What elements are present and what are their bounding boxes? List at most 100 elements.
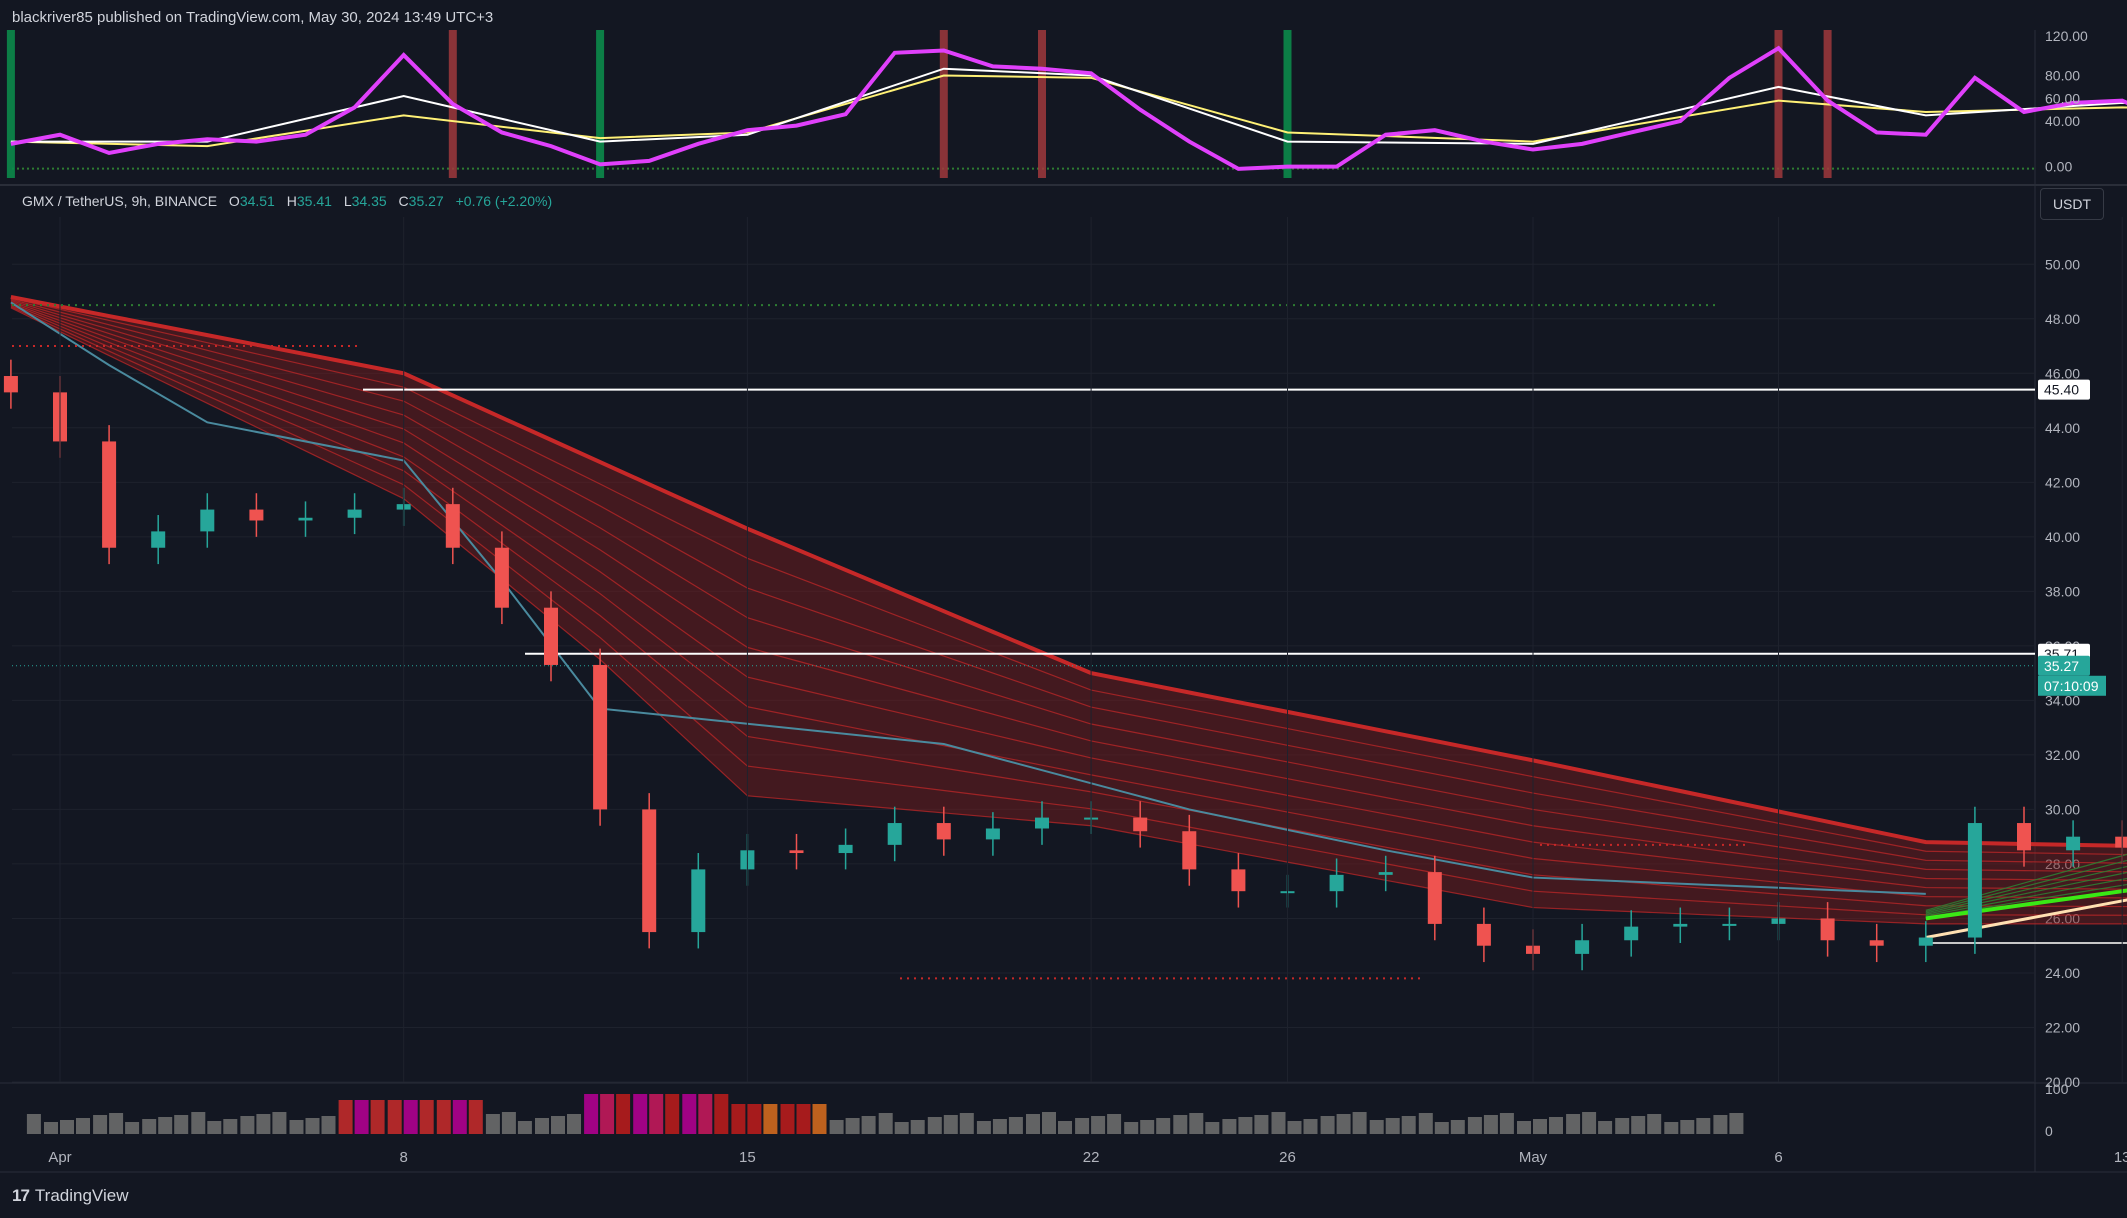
- volume-bar: [1664, 1122, 1679, 1134]
- candle: [494, 547, 509, 608]
- volume-bar: [1173, 1115, 1188, 1134]
- volume-bar: [76, 1118, 90, 1134]
- green-ribbon-strand: [1925, 871, 2127, 915]
- candle: [1722, 923, 1737, 926]
- price-tick-label: 34.00: [2045, 692, 2080, 708]
- volume-bar: [452, 1100, 467, 1134]
- volume-bar: [1222, 1119, 1237, 1134]
- volume-bar: [517, 1121, 532, 1134]
- volume-bar: [207, 1121, 222, 1134]
- volume-bar: [1566, 1114, 1581, 1134]
- volume-bar: [959, 1113, 974, 1134]
- volume-bar: [44, 1122, 58, 1134]
- volume-bar: [845, 1118, 860, 1134]
- high-value: 35.41: [296, 193, 332, 209]
- green-ribbon-strand: [1925, 853, 2127, 911]
- volume-bar: [763, 1104, 778, 1134]
- currency-button[interactable]: USDT: [2040, 188, 2104, 220]
- price-tick-label: 22.00: [2045, 1019, 2080, 1035]
- volume-bar: [1156, 1118, 1171, 1134]
- volume-bar: [485, 1114, 500, 1134]
- price-tick-label: 46.00: [2045, 365, 2080, 381]
- volume-bar: [158, 1117, 173, 1134]
- candle: [1133, 817, 1148, 832]
- volume-bar: [1729, 1113, 1744, 1134]
- volume-bar: [1352, 1112, 1367, 1134]
- volume-bar: [1254, 1115, 1269, 1134]
- footer-brand: 17 TradingView: [12, 1186, 128, 1206]
- red-ribbon-strand: [10, 303, 2127, 899]
- volume-bar: [861, 1116, 876, 1134]
- time-tick-label: May: [1519, 1149, 1548, 1166]
- red-ribbon-strand: [10, 295, 2127, 848]
- price-tick-label: 44.00: [2045, 420, 2080, 436]
- candle: [936, 823, 951, 840]
- countdown-label: 07:10:09: [2044, 678, 2099, 694]
- volume-bar: [223, 1119, 238, 1134]
- volume-bar: [93, 1115, 108, 1134]
- volume-bar: [1598, 1121, 1613, 1134]
- volume-bar: [812, 1104, 827, 1134]
- volume-bar: [191, 1112, 206, 1134]
- resistance-price-label: 45.40: [2044, 382, 2079, 398]
- price-tick-label: 38.00: [2045, 583, 2080, 599]
- open-label: O: [228, 193, 240, 209]
- red-ribbon-strand: [10, 304, 2127, 908]
- change-value: +0.76 (+2.20%): [455, 193, 553, 209]
- volume-bar: [1189, 1113, 1204, 1134]
- volume-bar: [551, 1116, 565, 1134]
- oscillator-tick-label: 40.00: [2045, 113, 2080, 129]
- red-ribbon-strand: [10, 307, 2127, 925]
- volume-bar: [649, 1094, 664, 1134]
- candle: [985, 828, 1000, 840]
- oscillator-red-marker: [939, 30, 948, 178]
- volume-bar: [600, 1094, 615, 1134]
- volume-bar: [501, 1112, 516, 1134]
- candle: [1182, 831, 1197, 870]
- volume-bar: [26, 1114, 41, 1134]
- last-price-label-extra-bg: [2038, 675, 2106, 696]
- volume-bar: [1549, 1117, 1563, 1134]
- volume-bar: [256, 1114, 271, 1134]
- candle: [151, 531, 166, 548]
- volume-bar: [633, 1094, 648, 1134]
- volume-bar: [403, 1100, 418, 1134]
- resistance-price-label-bg: [2038, 379, 2090, 400]
- volume-bar: [829, 1120, 844, 1134]
- volume-bar: [1026, 1114, 1040, 1134]
- low-value: 34.35: [351, 193, 387, 209]
- price-tick-label: 30.00: [2045, 801, 2080, 817]
- oscillator-tick-label: 0.00: [2045, 159, 2072, 175]
- volume-bar: [1680, 1120, 1695, 1134]
- oscillator-tick-label: 80.00: [2045, 68, 2080, 84]
- volume-bar: [1124, 1122, 1139, 1134]
- volume-bar: [665, 1094, 680, 1134]
- volume-bar: [338, 1100, 353, 1134]
- candle: [1967, 823, 1982, 938]
- time-tick-label: Apr: [48, 1149, 71, 1166]
- volume-bar: [698, 1094, 713, 1134]
- volume-bar: [567, 1114, 581, 1134]
- oscillator-line: [10, 45, 2127, 171]
- publisher-line: blackriver85 published on TradingView.co…: [12, 9, 494, 26]
- volume-bar: [1615, 1118, 1630, 1134]
- volume-bar: [436, 1100, 451, 1134]
- volume-bar: [1418, 1113, 1433, 1134]
- volume-bar: [682, 1094, 697, 1134]
- volume-bar: [289, 1120, 304, 1134]
- volume-bar: [1320, 1116, 1335, 1134]
- close-value: 35.27: [408, 193, 444, 209]
- volume-bar: [616, 1094, 631, 1134]
- volume-bar: [1450, 1120, 1465, 1134]
- candle: [298, 517, 313, 521]
- volume-bar: [1107, 1114, 1122, 1134]
- oscillator-signal-fast: [10, 67, 2127, 145]
- red-ribbon-strand: [10, 302, 2127, 890]
- candle: [691, 869, 706, 933]
- green-ribbon-strand: [1925, 865, 2127, 914]
- last-price-label-bg: [2038, 655, 2090, 676]
- volume-tick-label: 100: [2045, 1081, 2069, 1097]
- volume-bar: [1205, 1122, 1220, 1134]
- volume-bar: [1467, 1117, 1482, 1134]
